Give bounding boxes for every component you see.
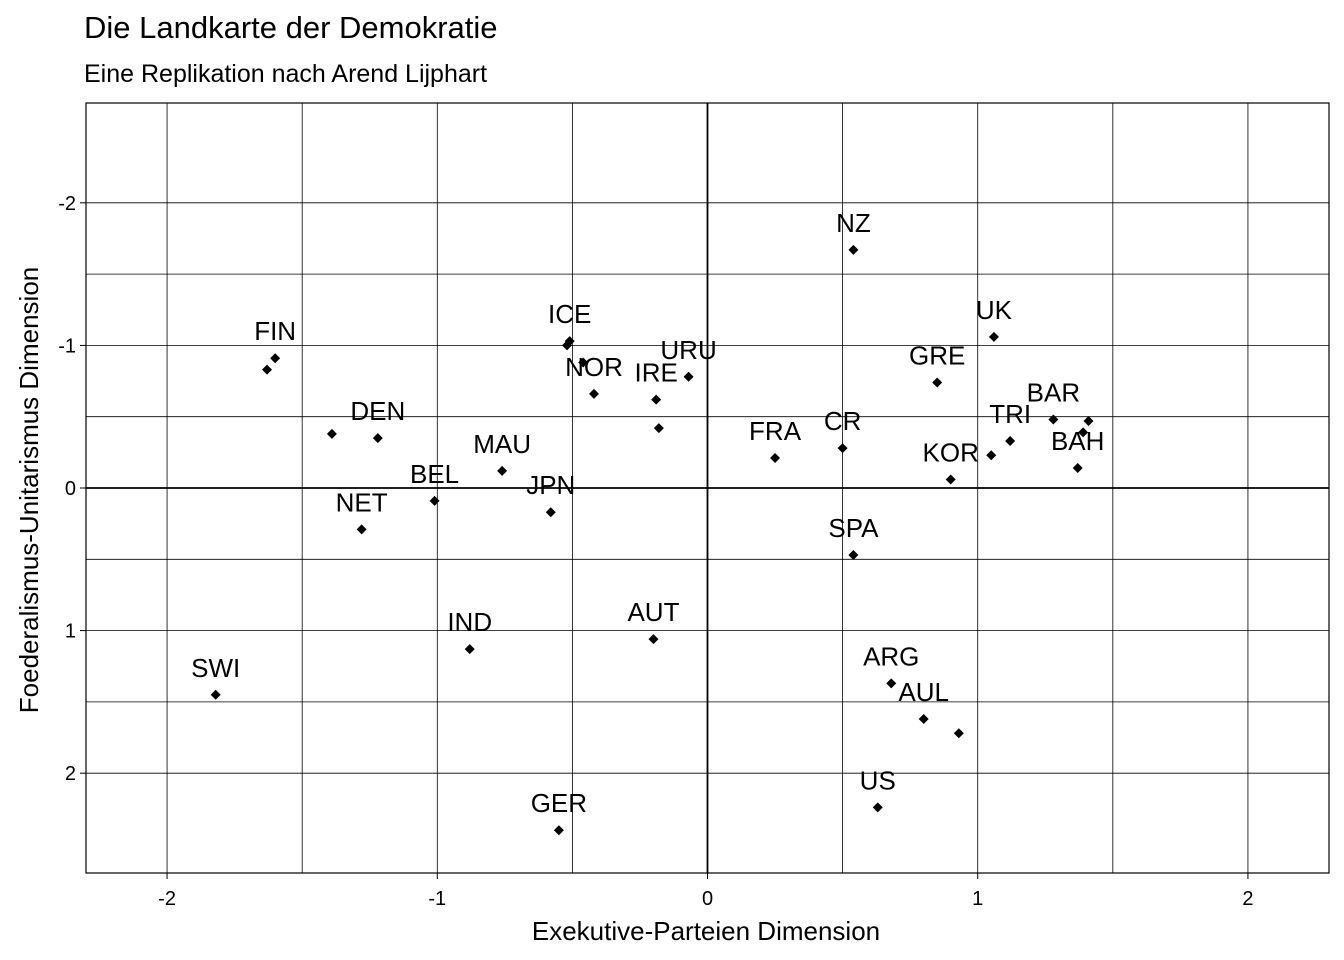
- x-tick-label: 1: [972, 888, 983, 910]
- point-label-arg: ARG: [863, 641, 919, 671]
- x-tick-label: -2: [158, 888, 176, 910]
- data-point: [1078, 427, 1089, 438]
- data-point-kor: [945, 474, 956, 485]
- data-point-fra: [770, 453, 781, 464]
- point-label-bel: BEL: [410, 459, 459, 489]
- axis-ticks: -2 -1 0 1 2 -2 -1 0 1 2: [58, 193, 1253, 910]
- data-point-mau: [497, 465, 508, 476]
- y-tick-label: -1: [58, 335, 76, 357]
- point-label-kor: KOR: [923, 437, 979, 467]
- point-label-ger: GER: [531, 788, 587, 818]
- x-tick-label: -1: [428, 888, 446, 910]
- point-label-jpn: JPN: [526, 470, 575, 500]
- chart-title: Die Landkarte der Demokratie: [84, 10, 498, 45]
- data-point: [953, 728, 964, 739]
- point-labels: NZ UK ICE FIN NOR URU GRE IRE BAR BAH DEN TRI CR FRA K…: [191, 208, 1104, 818]
- point-label-gre: GRE: [909, 340, 965, 370]
- point-label-ice: ICE: [548, 299, 591, 329]
- point-label-spa: SPA: [828, 513, 879, 543]
- point-label-fin: FIN: [254, 316, 296, 346]
- point-label-nor: NOR: [565, 352, 623, 382]
- reference-lines: [86, 103, 1329, 873]
- point-label-ind: IND: [447, 607, 492, 637]
- data-point: [986, 450, 997, 461]
- data-point-ger: [553, 825, 564, 836]
- data-point-gre: [932, 377, 943, 388]
- data-point-ire: [651, 394, 662, 405]
- point-label-uru: URU: [660, 335, 716, 365]
- data-point-ind: [464, 644, 475, 655]
- data-points: [210, 244, 1094, 836]
- data-point: [561, 340, 572, 351]
- data-point-arg: [886, 678, 897, 689]
- data-point-aul: [918, 714, 929, 724]
- point-label-uk: UK: [976, 295, 1013, 325]
- point-label-us: US: [860, 765, 896, 795]
- data-point-spa: [848, 550, 859, 561]
- data-point-swi: [210, 689, 221, 700]
- data-point-bel: [429, 495, 440, 506]
- point-label-bar: BAR: [1027, 378, 1080, 408]
- data-point-den: [372, 433, 383, 444]
- data-point-nz: [848, 244, 859, 255]
- data-point-cr: [837, 443, 848, 454]
- data-point-uk: [988, 331, 999, 342]
- point-label-tri: TRI: [989, 399, 1031, 429]
- data-point-jpn: [545, 507, 556, 518]
- data-point-uru: [683, 371, 694, 382]
- y-tick-label: -2: [58, 193, 76, 215]
- point-label-nz: NZ: [836, 208, 871, 238]
- point-label-den: DEN: [350, 396, 405, 426]
- data-point: [262, 364, 273, 375]
- data-point-bah: [1072, 463, 1083, 474]
- data-point-tri: [1005, 435, 1016, 446]
- data-point-net: [356, 524, 367, 535]
- y-tick-label: 0: [65, 478, 76, 500]
- point-label-fra: FRA: [749, 416, 802, 446]
- data-point: [653, 423, 664, 434]
- point-label-aul: AUL: [898, 677, 949, 707]
- x-tick-label: 2: [1242, 888, 1253, 910]
- y-tick-label: 2: [65, 763, 76, 785]
- data-point-bar: [1048, 414, 1059, 425]
- data-point-fin: [270, 353, 281, 364]
- y-axis-label: Foederalismus-Unitarismus Dimension: [14, 267, 44, 713]
- point-label-bah: BAH: [1051, 426, 1104, 456]
- y-tick-label: 1: [65, 621, 76, 643]
- data-point: [578, 357, 589, 368]
- data-point-us: [872, 802, 883, 813]
- point-label-net: NET: [336, 487, 388, 517]
- chart-subtitle: Eine Replikation nach Arend Lijphart: [84, 60, 488, 88]
- data-point-aut: [648, 634, 659, 645]
- point-label-cr: CR: [824, 406, 862, 436]
- x-tick-label: 0: [702, 888, 713, 910]
- point-label-aut: AUT: [627, 597, 679, 627]
- point-label-ire: IRE: [634, 358, 677, 388]
- x-axis-label: Exekutive-Parteien Dimension: [532, 916, 880, 946]
- point-label-swi: SWI: [191, 653, 240, 683]
- point-label-mau: MAU: [473, 429, 531, 459]
- data-point: [1083, 415, 1094, 426]
- data-point-nor: [589, 388, 600, 399]
- data-point: [326, 428, 337, 439]
